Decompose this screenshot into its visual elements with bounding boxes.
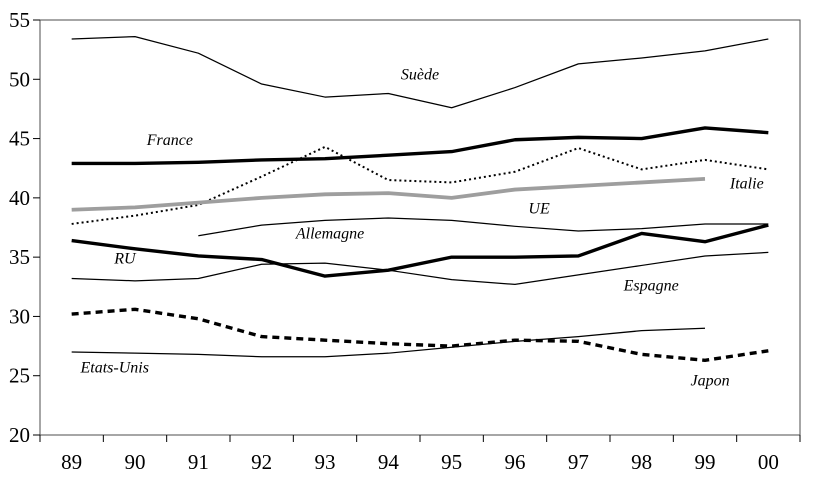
series-line-ru (71, 223, 769, 278)
series-line-italie (71, 145, 769, 225)
y-tick-label: 40 (9, 186, 30, 210)
y-tick-label: 25 (9, 364, 30, 388)
series-label-france: France (146, 132, 193, 149)
x-tick-label: 00 (758, 450, 779, 474)
x-tick-label: 97 (568, 450, 589, 474)
x-tick-label: 89 (61, 450, 82, 474)
x-tick-label: 90 (125, 450, 146, 474)
x-tick-label: 95 (441, 450, 462, 474)
series-label-etatsunis: Etats-Unis (80, 359, 149, 376)
series-label-ue: UE (528, 201, 550, 218)
series-label-ru: RU (113, 250, 137, 267)
x-tick-label: 98 (631, 450, 652, 474)
series-label-allemagne: Allemagne (295, 225, 364, 242)
x-tick-label: 96 (505, 450, 526, 474)
series-line-france (71, 126, 769, 166)
x-tick-label: 92 (251, 450, 272, 474)
y-tick-label: 55 (9, 8, 30, 32)
y-tick-label: 35 (9, 245, 30, 269)
series-line-etatsunis (71, 327, 706, 358)
series-label-japon: Japon (691, 372, 730, 389)
y-tick-label: 20 (9, 423, 30, 447)
x-tick-label: 94 (378, 450, 400, 474)
series-line-allemagne (198, 217, 769, 237)
x-tick-label: 99 (695, 450, 716, 474)
x-tick-label: 93 (315, 450, 336, 474)
series-label-espagne: Espagne (623, 278, 679, 295)
series-label-sude: Suède (401, 67, 439, 84)
series-label-italie: Italie (729, 176, 764, 193)
y-tick-label: 45 (9, 127, 30, 151)
x-tick-label: 91 (188, 450, 209, 474)
series-line-ue (71, 176, 706, 212)
series-line-sude (71, 35, 769, 109)
series-line-espagne (71, 251, 769, 286)
y-tick-label: 50 (9, 67, 30, 91)
y-tick-label: 30 (9, 304, 30, 328)
series-line-japon (71, 307, 769, 362)
